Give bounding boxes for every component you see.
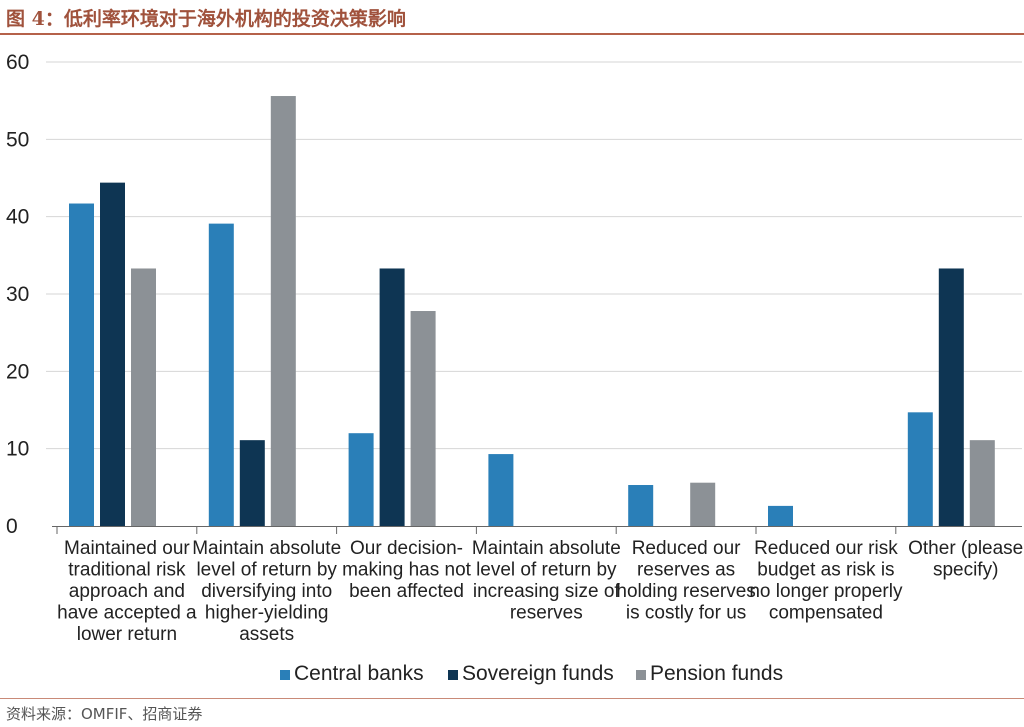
x-category-label: Reduced our reserves as holding reserves is… <box>616 538 755 624</box>
legend-label: Sovereign funds <box>462 662 614 685</box>
x-category-label: Maintained our traditional risk approach a… <box>57 538 197 645</box>
legend: Central banks Sovereign funds Pension fund… <box>280 662 783 685</box>
legend-swatch <box>448 670 458 680</box>
x-category-label: Reduced our risk budget as risk is no long… <box>749 538 903 624</box>
y-tick-label: 0 <box>6 515 18 538</box>
bar-sovereign-funds <box>100 182 125 526</box>
x-category-label: Other (please specify) <box>908 538 1023 581</box>
bar-pension-funds <box>131 268 156 526</box>
x-axis-labels: Maintained our traditional risk approach a… <box>57 538 1023 645</box>
y-tick-label: 30 <box>6 283 29 306</box>
legend-label: Central banks <box>294 662 424 685</box>
legend-swatch <box>636 670 646 680</box>
bar-central-banks <box>768 505 793 526</box>
figure-title: 图 4：低利率环境对于海外机构的投资决策影响 <box>6 8 406 30</box>
bar-pension-funds <box>410 311 436 526</box>
y-tick-label: 20 <box>6 360 29 383</box>
bar-sovereign-funds <box>379 268 405 526</box>
bars <box>69 96 995 527</box>
bar-pension-funds <box>969 440 995 526</box>
x-category-label: Maintain absolute level of return by diver… <box>192 538 341 645</box>
bar-central-banks <box>488 454 514 526</box>
bar-central-banks <box>208 223 234 527</box>
bar-central-banks <box>907 412 933 526</box>
bar-pension-funds <box>270 96 296 526</box>
y-tick-label: 10 <box>6 438 29 461</box>
source-note: 资料来源：OMFIF、招商证券 <box>6 705 203 723</box>
bar-pension-funds <box>690 482 716 526</box>
y-tick-label: 40 <box>6 206 29 229</box>
bar-sovereign-funds <box>938 268 964 526</box>
y-tick-label: 50 <box>6 128 29 151</box>
bar-central-banks <box>348 433 374 526</box>
y-tick-label: 60 <box>6 51 29 74</box>
legend-label: Pension funds <box>650 662 783 685</box>
x-category-label: Maintain absolute level of return by incre… <box>472 538 621 624</box>
bar-central-banks <box>628 485 654 526</box>
bar-chart: 0 10 20 30 40 50 60 Maintained our traditional … <box>6 51 1023 685</box>
footer-divider <box>0 698 1024 699</box>
x-category-label: Our decision-making has not been affected <box>342 538 472 602</box>
bar-central-banks <box>69 203 94 526</box>
y-axis-ticks: 0 10 20 30 40 50 60 <box>6 51 29 538</box>
legend-swatch <box>280 670 290 680</box>
gridlines <box>46 61 1022 534</box>
title-divider <box>0 33 1024 35</box>
bar-sovereign-funds <box>239 440 265 526</box>
